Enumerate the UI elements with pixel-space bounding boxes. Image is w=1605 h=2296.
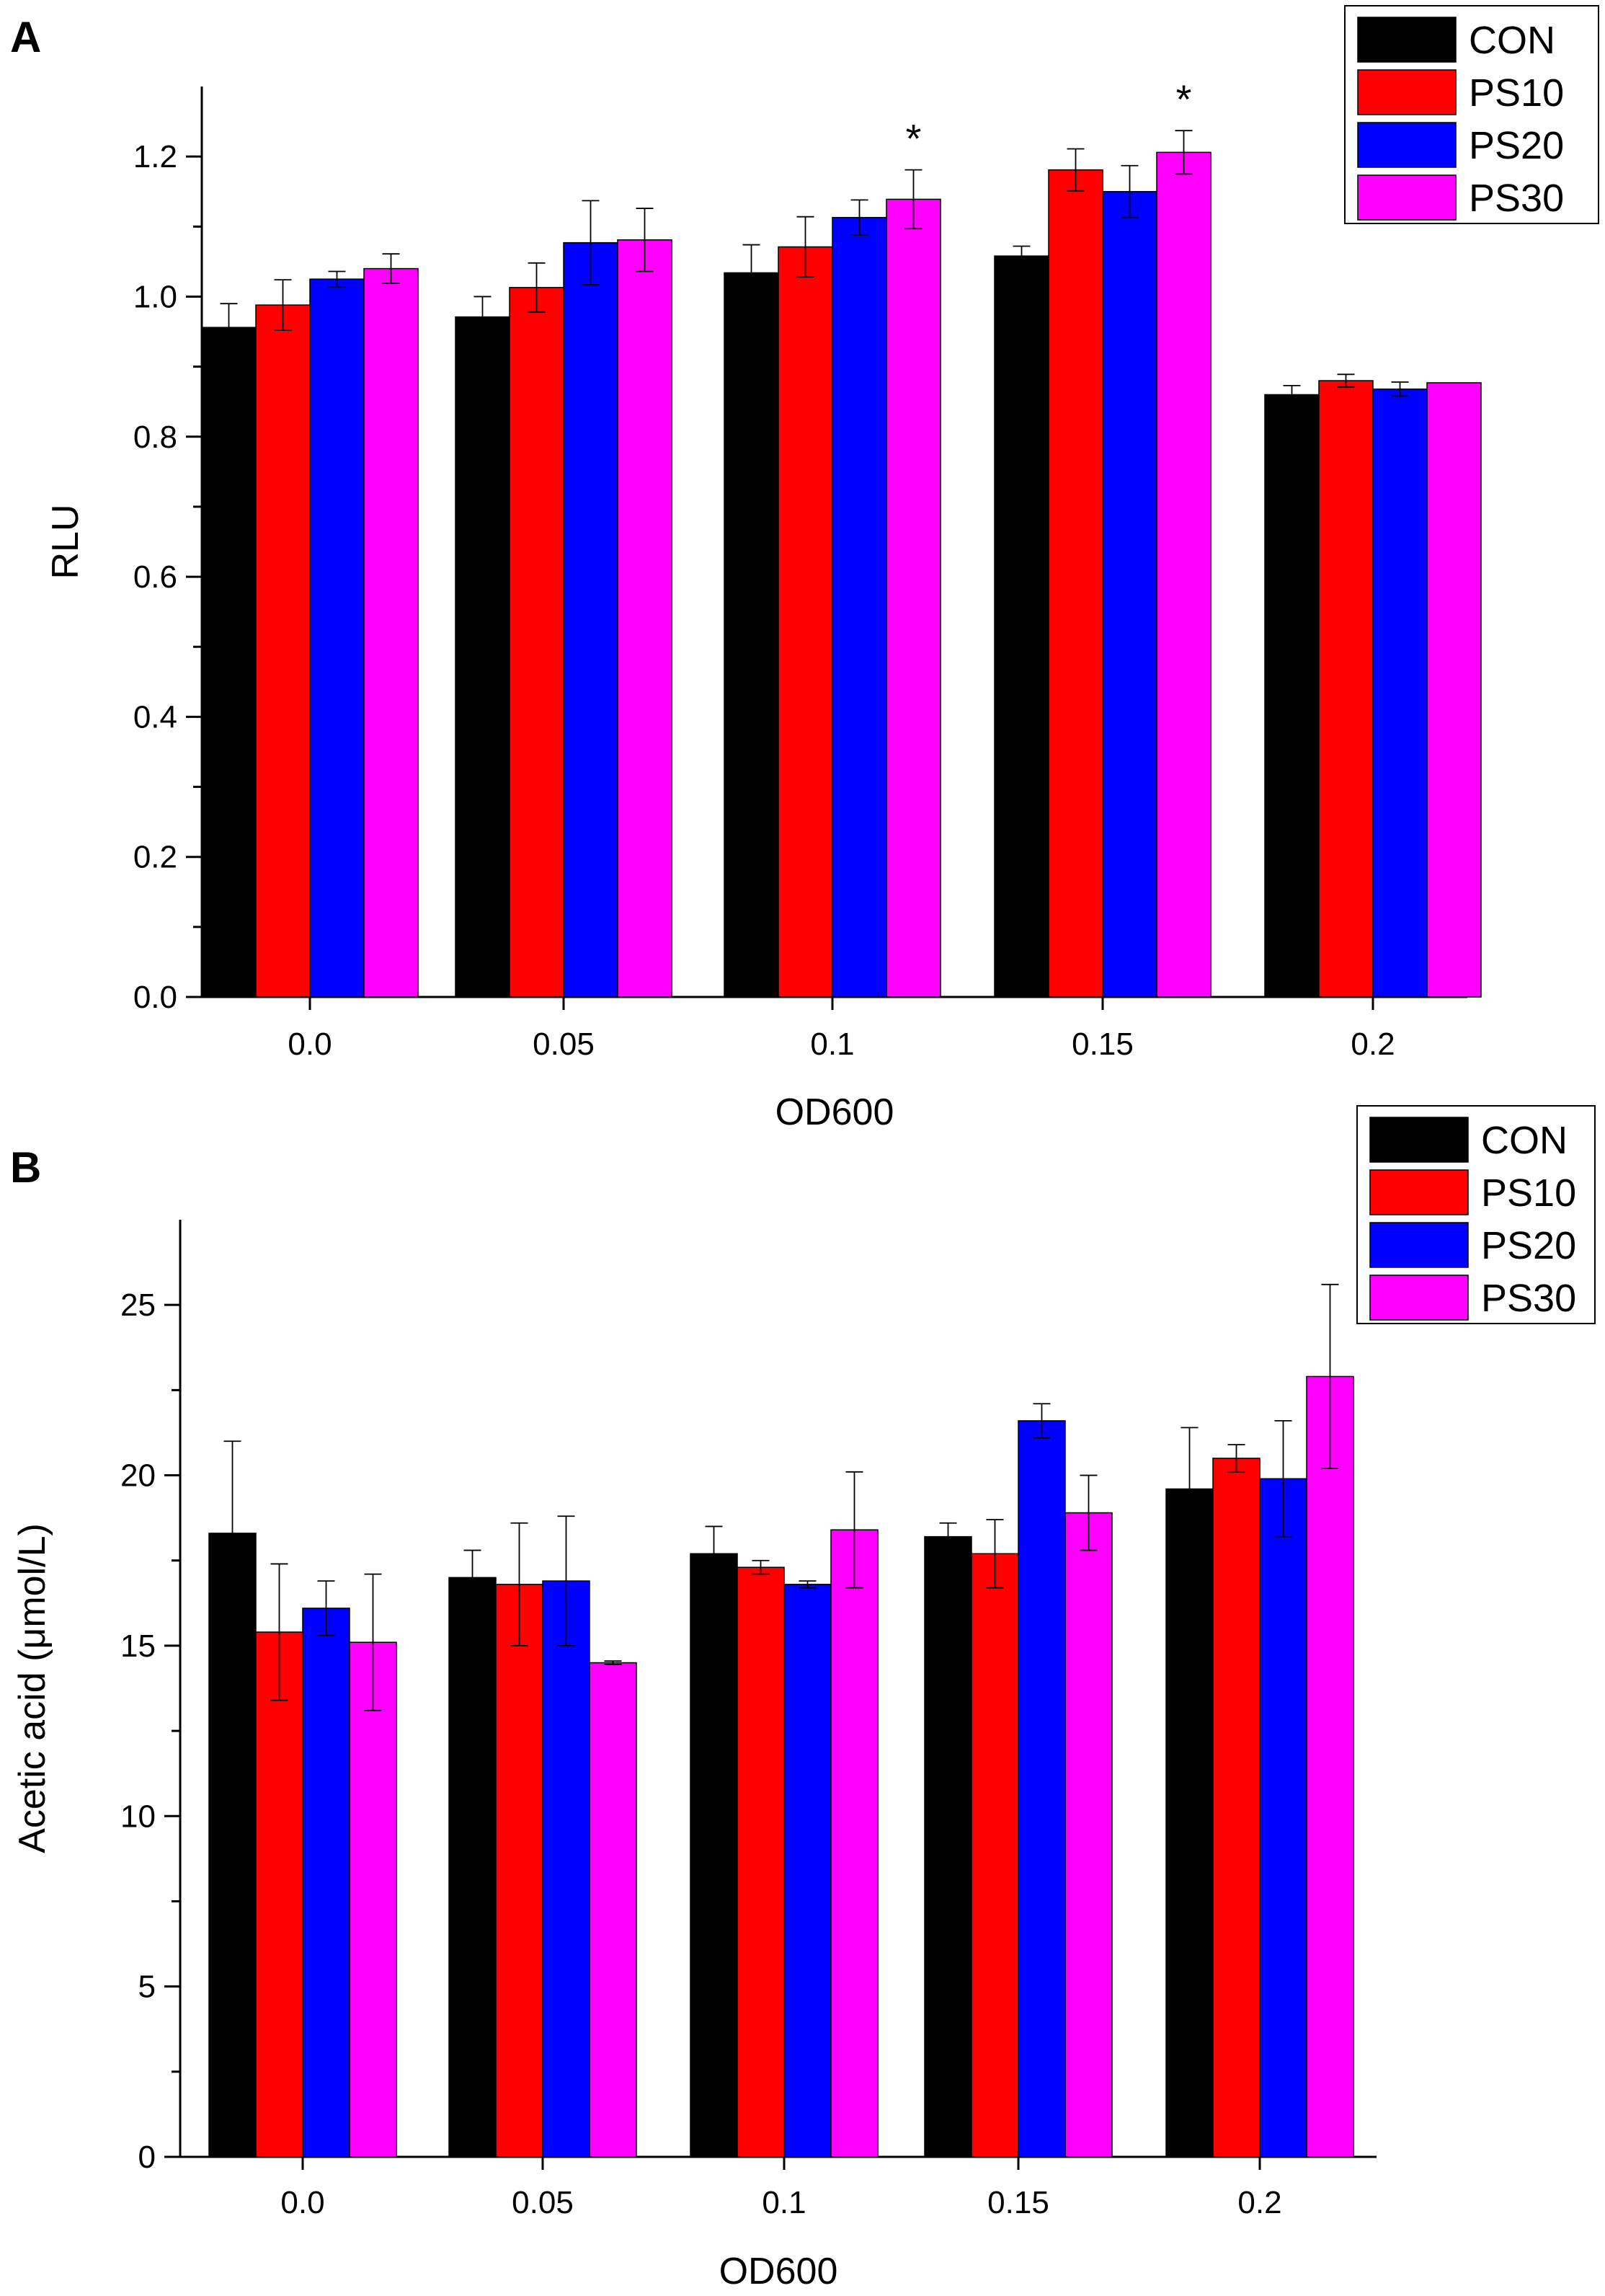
x-tick-label: 0.0 <box>280 2185 324 2220</box>
y-tick-label: 0.6 <box>133 559 177 595</box>
legend-swatch-ps10 <box>1369 1169 1469 1215</box>
bar-ps10-0.05 <box>509 287 564 998</box>
bar-ps30-0.2 <box>1426 382 1482 998</box>
legend-label-ps10: PS10 <box>1481 1171 1576 1215</box>
legend-label-ps20: PS20 <box>1481 1224 1576 1267</box>
bar-ps30-0.05 <box>617 239 672 998</box>
y-tick-label: 1.2 <box>133 139 177 174</box>
x-axis-title: OD600 <box>719 2251 838 2292</box>
bar-ps30-0.05 <box>589 1662 637 2158</box>
bar-con-0.05 <box>455 316 510 998</box>
bar-ps20-0.05 <box>542 1580 590 2158</box>
legend-label-ps20: PS20 <box>1469 124 1564 167</box>
legend-label-con: CON <box>1481 1119 1568 1162</box>
bar-ps20-0.1 <box>832 216 887 998</box>
x-tick-label: 0.15 <box>987 2185 1049 2220</box>
legend: CON PS10 PS20 PS30 <box>1344 5 1599 224</box>
bar-ps10-0.05 <box>495 1584 543 2158</box>
bar-ps20-0.05 <box>563 241 618 998</box>
bar-con-0.15 <box>994 255 1049 998</box>
panel-letter: B <box>10 1143 41 1192</box>
x-tick-label: 0.0 <box>288 1027 332 1062</box>
bar-con-0.0 <box>201 327 257 998</box>
bar-ps30-0.15 <box>1064 1512 1113 2158</box>
bar-ps30-0.0 <box>349 1641 397 2158</box>
x-axis-title: OD600 <box>775 1091 894 1133</box>
bar-ps20-0.15 <box>1018 1420 1066 2158</box>
legend-label-ps30: PS30 <box>1469 177 1564 220</box>
bar-ps10-0.15 <box>1048 169 1103 998</box>
bar-ps20-0.0 <box>302 1608 350 2158</box>
bar-ps20-0.2 <box>1372 388 1428 998</box>
y-tick-label: 1.0 <box>133 279 177 314</box>
bar-con-0.0 <box>208 1533 257 2158</box>
y-tick-label: 0.8 <box>133 420 177 455</box>
bar-ps20-0.0 <box>309 278 365 998</box>
chart-panel-a: A 0.0 0.2 0.4 0.6 0.8 1.0 1.2 0.0 0.05 0.1 0.15 0.2 *… <box>10 5 1599 1133</box>
y-tick-label: 0.2 <box>133 840 177 875</box>
y-tick-label: 15 <box>120 1628 156 1664</box>
bar-con-0.1 <box>690 1553 738 2158</box>
legend-swatch-con <box>1369 1117 1469 1163</box>
bar-ps10-0.2 <box>1318 380 1374 998</box>
x-tick-label: 0.05 <box>533 1027 595 1062</box>
bar-con-0.1 <box>724 272 779 998</box>
y-tick-label: 0.4 <box>133 699 177 735</box>
bar-ps10-0.0 <box>255 1631 303 2158</box>
legend-label-ps10: PS10 <box>1469 71 1564 115</box>
legend-swatch-con <box>1357 17 1457 63</box>
significance-marker: * <box>1176 76 1192 122</box>
bar-ps10-0.1 <box>737 1566 785 2158</box>
x-tick-label: 0.1 <box>762 2185 806 2220</box>
legend: CON PS10 PS20 PS30 <box>1356 1105 1596 1324</box>
bar-ps30-0.1 <box>830 1529 879 2158</box>
bar-ps10-0.0 <box>255 304 311 998</box>
x-tick-label: 0.2 <box>1237 2185 1281 2220</box>
x-tick-label: 0.05 <box>512 2185 574 2220</box>
bar-ps30-0.0 <box>363 267 419 998</box>
y-axis-title: RLU <box>45 504 86 579</box>
x-tick-label: 0.15 <box>1072 1027 1134 1062</box>
bar-ps10-0.1 <box>778 246 833 998</box>
legend-label-con: CON <box>1469 19 1555 62</box>
y-tick-label: 5 <box>138 1969 156 2005</box>
legend-swatch-ps20 <box>1357 122 1457 168</box>
bar-con-0.05 <box>448 1577 497 2158</box>
legend-swatch-ps10 <box>1357 69 1457 115</box>
y-tick-label: 20 <box>120 1458 156 1494</box>
panel-letter: A <box>10 13 41 61</box>
bar-ps10-0.2 <box>1212 1458 1261 2158</box>
y-tick-label: 25 <box>120 1287 156 1323</box>
y-axis-title: Acetic acid (μmol/L) <box>12 1523 53 1853</box>
bar-ps10-0.15 <box>971 1553 1019 2158</box>
x-tick-label: 0.2 <box>1351 1027 1395 1062</box>
bar-ps30-0.1 <box>886 198 941 998</box>
bar-ps20-0.15 <box>1102 190 1157 998</box>
y-tick-label: 0.0 <box>133 980 177 1015</box>
legend-label-ps30: PS30 <box>1481 1277 1576 1320</box>
x-tick-label: 0.1 <box>810 1027 854 1062</box>
bar-ps20-0.2 <box>1259 1478 1307 2158</box>
legend-swatch-ps20 <box>1369 1222 1469 1268</box>
y-tick-label: 0 <box>138 2140 156 2175</box>
bar-con-0.2 <box>1165 1488 1214 2158</box>
bar-ps30-0.15 <box>1156 151 1211 998</box>
legend-swatch-ps30 <box>1369 1275 1469 1321</box>
significance-marker: * <box>906 116 922 161</box>
bar-con-0.2 <box>1264 394 1320 998</box>
y-tick-label: 10 <box>120 1799 156 1834</box>
bar-ps30-0.2 <box>1306 1375 1354 2158</box>
bar-con-0.15 <box>924 1535 972 2158</box>
legend-swatch-ps30 <box>1357 174 1457 221</box>
chart-panel-b: B 0 5 10 15 20 25 0.0 0.05 0.1 0.15 0.2 Acetic acid … <box>10 1105 1596 2292</box>
bar-ps20-0.1 <box>783 1584 832 2158</box>
